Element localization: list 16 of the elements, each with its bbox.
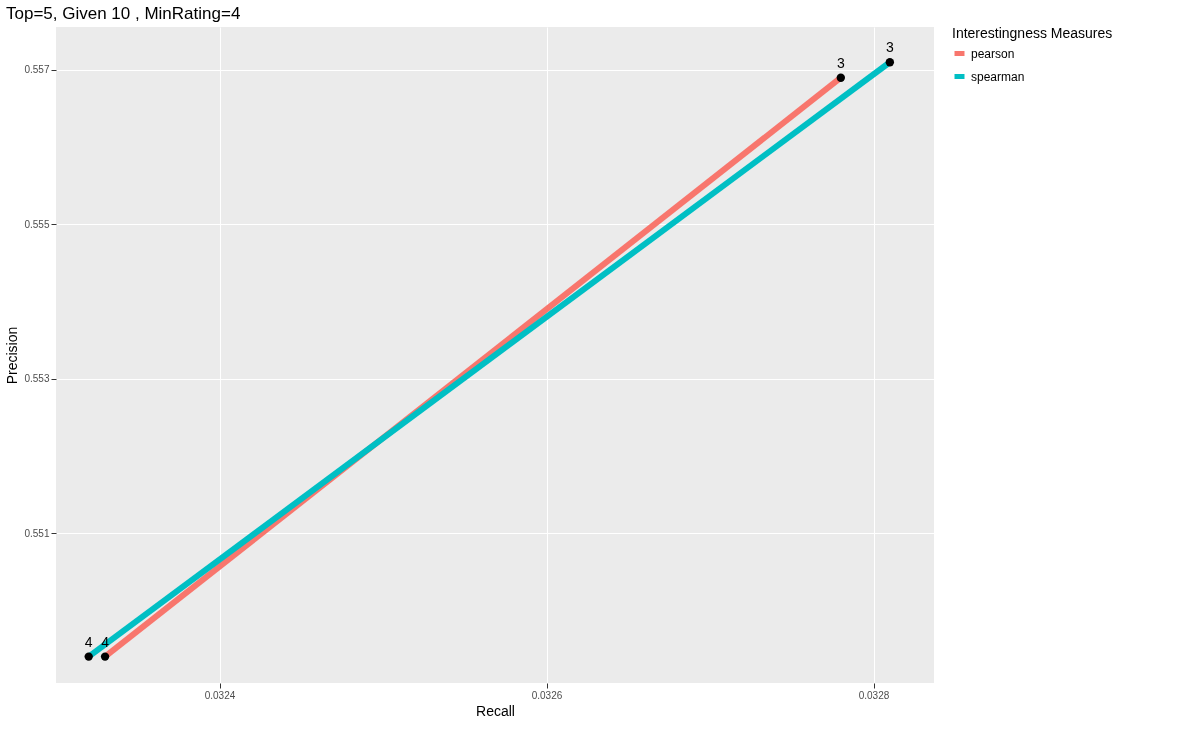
- legend-label: pearson: [971, 46, 1015, 61]
- legend-title: Interestingness Measures: [952, 25, 1113, 41]
- x-axis-title: Recall: [476, 702, 515, 719]
- annotation: 4: [84, 633, 93, 650]
- x-tick-label: 0.0324: [204, 689, 236, 701]
- y-axis-title: Precision: [4, 326, 21, 385]
- annotation: 3: [885, 39, 894, 56]
- legend-label: spearman: [971, 69, 1025, 84]
- y-tick-label: 0.557: [24, 64, 50, 76]
- y-tick-label: 0.551: [24, 527, 50, 539]
- y-tick-label: 0.555: [24, 218, 50, 230]
- annotation: 3: [836, 54, 845, 71]
- x-tick-label: 0.0326: [531, 689, 563, 701]
- x-tick-label: 0.0328: [858, 689, 890, 701]
- y-tick-label: 0.553: [24, 373, 50, 385]
- chart-title: Top=5, Given 10 , MinRating=4: [5, 4, 241, 23]
